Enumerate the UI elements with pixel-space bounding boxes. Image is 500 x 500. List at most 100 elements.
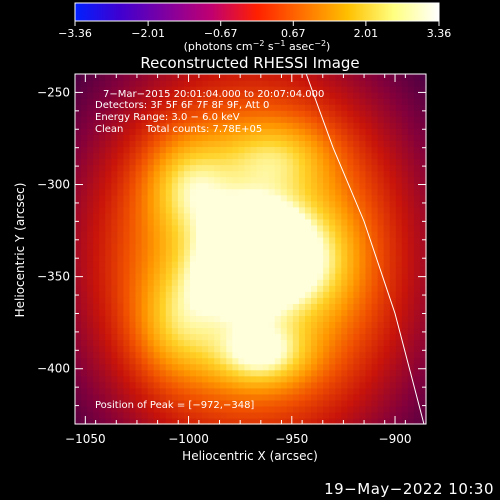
heatmap-cell: [141, 357, 149, 365]
heatmap-cell: [135, 351, 143, 359]
heatmap-cell: [171, 86, 179, 93]
heatmap-cell: [129, 200, 137, 208]
colorbar-tick-label: 3.36: [427, 27, 452, 40]
heatmap-cell: [262, 333, 270, 341]
heatmap-cell: [153, 417, 161, 425]
heatmap-cell: [159, 236, 167, 244]
heatmap-cell: [292, 158, 300, 166]
heatmap-cell: [329, 206, 336, 214]
heatmap-cell: [220, 230, 227, 238]
heatmap-cell: [268, 357, 276, 365]
heatmap-cell: [117, 92, 125, 99]
heatmap-cell: [274, 128, 282, 135]
heatmap-cell: [171, 381, 179, 389]
heatmap-cell: [135, 176, 143, 184]
heatmap-cell: [359, 218, 367, 226]
heatmap-cell: [256, 152, 264, 160]
heatmap-cell: [371, 291, 379, 298]
heatmap-cell: [262, 399, 270, 407]
heatmap-cell: [75, 194, 82, 202]
heatmap-cell: [317, 122, 324, 129]
heatmap-cell: [147, 242, 155, 250]
heatmap-cell: [304, 327, 312, 335]
heatmap-cell: [93, 158, 100, 166]
heatmap-cell: [256, 92, 264, 99]
heatmap-cell: [177, 267, 185, 274]
heatmap-cell: [323, 134, 330, 141]
heatmap-cell: [226, 309, 233, 316]
heatmap-cell: [286, 86, 294, 93]
heatmap-cell: [147, 411, 155, 419]
heatmap-cell: [208, 146, 215, 154]
heatmap-cell: [256, 321, 264, 329]
heatmap-cell: [75, 152, 82, 160]
heatmap-cell: [323, 146, 330, 154]
heatmap-cell: [238, 182, 246, 190]
heatmap-cell: [304, 315, 312, 323]
heatmap-cell: [93, 146, 100, 154]
heatmap-cell: [226, 98, 233, 105]
heatmap-cell: [141, 321, 149, 329]
heatmap-cell: [359, 242, 367, 250]
heatmap-cell: [292, 309, 300, 316]
heatmap-cell: [280, 393, 288, 401]
heatmap-cell: [413, 194, 421, 202]
heatmap-cell: [214, 200, 221, 208]
heatmap-cell: [401, 212, 409, 220]
heatmap-cell: [226, 249, 233, 256]
heatmap-cell: [81, 345, 88, 353]
heatmap-cell: [105, 381, 112, 389]
heatmap-cell: [165, 327, 173, 335]
heatmap-cell: [365, 381, 373, 389]
heatmap-cell: [292, 327, 300, 335]
heatmap-cell: [323, 218, 330, 226]
heatmap-cell: [413, 381, 421, 389]
heatmap-cell: [171, 279, 179, 286]
heatmap-cell: [87, 291, 94, 298]
heatmap-cell: [262, 273, 270, 280]
heatmap-cell: [383, 387, 391, 395]
heatmap-cell: [129, 375, 137, 383]
heatmap-cell: [371, 92, 379, 99]
heatmap-cell: [298, 273, 306, 280]
heatmap-cell: [389, 158, 397, 166]
heatmap-cell: [171, 249, 179, 256]
heatmap-cell: [141, 267, 149, 274]
heatmap-cell: [81, 98, 88, 105]
heatmap-cell: [135, 273, 143, 280]
heatmap-cell: [214, 146, 221, 154]
heatmap-cell: [208, 176, 215, 184]
heatmap-cell: [87, 146, 94, 154]
heatmap-cell: [171, 303, 179, 310]
heatmap-cell: [383, 267, 391, 274]
heatmap-cell: [268, 164, 276, 172]
heatmap-cell: [329, 249, 336, 256]
heatmap-cell: [401, 122, 409, 129]
heatmap-cell: [93, 170, 100, 178]
heatmap-cell: [153, 104, 161, 111]
heatmap-cell: [93, 134, 100, 141]
heatmap-cell: [401, 140, 409, 148]
heatmap-cell: [147, 134, 155, 141]
heatmap-cell: [335, 98, 342, 105]
heatmap-cell: [317, 218, 324, 226]
heatmap-cell: [401, 285, 409, 292]
heatmap-cell: [105, 321, 112, 329]
heatmap-cell: [262, 104, 270, 111]
heatmap-cell: [196, 236, 203, 244]
heatmap-cell: [244, 249, 252, 256]
heatmap-cell: [244, 369, 252, 377]
heatmap-cell: [395, 369, 403, 377]
heatmap-cell: [377, 92, 385, 99]
heatmap-cell: [311, 206, 318, 214]
heatmap-cell: [341, 74, 348, 81]
heatmap-cell: [268, 291, 276, 298]
heatmap-cell: [171, 194, 179, 202]
heatmap-cell: [117, 345, 125, 353]
heatmap-cell: [226, 255, 233, 262]
heatmap-cell: [183, 279, 191, 286]
heatmap-cell: [292, 273, 300, 280]
heatmap-cell: [177, 333, 185, 341]
heatmap-cell: [401, 375, 409, 383]
heatmap-cell: [117, 152, 125, 160]
